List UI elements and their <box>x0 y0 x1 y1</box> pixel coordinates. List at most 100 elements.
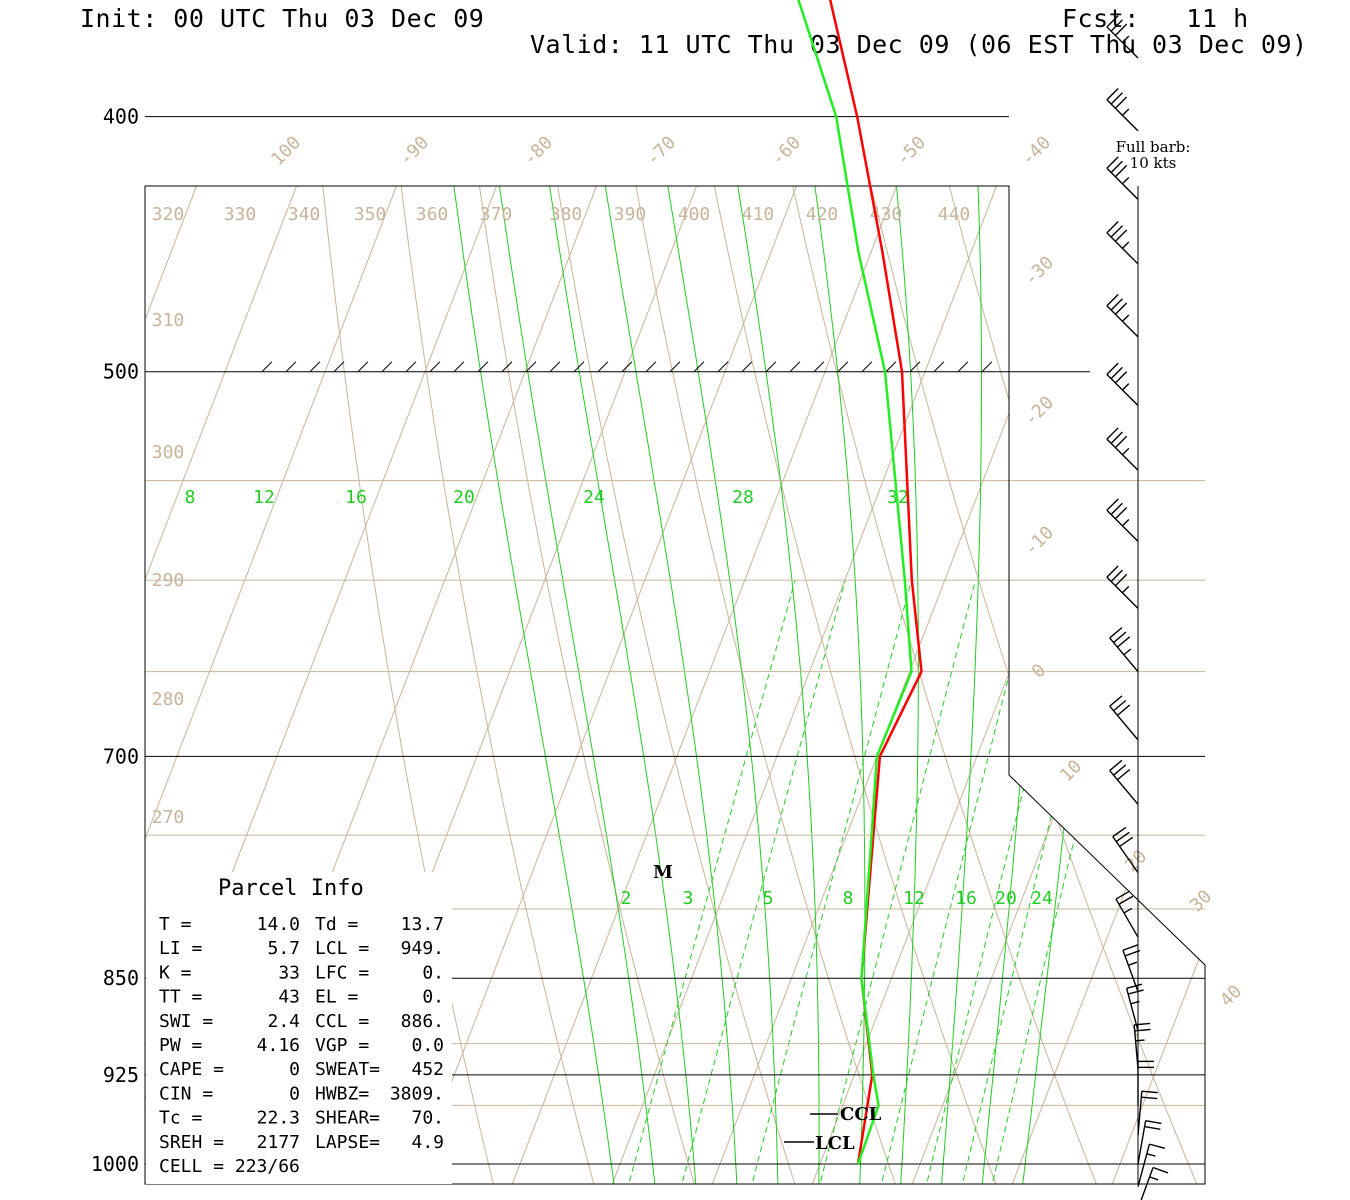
wind-barb <box>1137 1119 1162 1165</box>
wind-barb <box>1106 221 1139 265</box>
moist-adiabat-line <box>559 186 779 1184</box>
isotherm-label: 40 <box>1216 981 1246 1011</box>
isotherm-label: -50 <box>892 132 930 170</box>
mixing-ratio-line <box>810 579 976 1184</box>
parcel-info-rows: T = 14.0 Td = 13.7 LI = 5.7 LCL = 949. K = 33 LFC … <box>159 914 444 1177</box>
dry-adiabat-line <box>865 186 1205 1184</box>
moist-adiabat-line <box>620 186 820 1184</box>
wind-barb <box>1106 293 1139 338</box>
isotherm-line <box>145 186 1034 1184</box>
isotherm-label: -20 <box>1020 392 1058 430</box>
parcel-row-value: 452 <box>411 1059 444 1080</box>
hatch-mark <box>573 361 585 373</box>
mixing-ratio-label: 8 <box>843 888 854 909</box>
annotations: M CCL LCL <box>653 862 882 1154</box>
wind-barb <box>1106 87 1139 132</box>
moist-adiabat-line <box>419 186 659 1184</box>
dry-adiabat-line <box>1176 186 1205 1184</box>
theta-label: 350 <box>354 204 387 225</box>
parcel-row-value: 2177 <box>257 1132 300 1153</box>
wind-barb-column <box>1106 15 1169 1200</box>
valid-time: Valid: 11 UTC Thu 03 Dec 09 (06 EST Thu … <box>530 30 1308 59</box>
barb-legend: Full barb: 10 kts <box>1116 138 1191 172</box>
mixing-ratio-label: 16 <box>955 888 977 909</box>
parcel-row-value: 13.7 <box>401 914 444 935</box>
isotherm-label: -80 <box>519 132 557 170</box>
parcel-row-label: LFC = <box>315 962 369 983</box>
dry-adiabat-line <box>555 186 1010 1184</box>
moist-adiabat-line <box>692 186 866 1184</box>
parcel-row-label: HWBZ= <box>315 1083 369 1104</box>
moist-adiabat-line <box>978 186 1058 1184</box>
hatch-mark <box>309 361 321 373</box>
hatch-mark <box>381 361 393 373</box>
dewpoint-line <box>797 0 913 1165</box>
dry-adiabat-line <box>1229 0 1350 1200</box>
dry-adiabat-line <box>1333 0 1350 1200</box>
hatch-mark <box>477 361 489 373</box>
dry-adiabat-line <box>274 186 503 1184</box>
theta-label: 310 <box>152 310 185 331</box>
hatch-mark <box>765 361 777 373</box>
moist-adiabat-line <box>506 186 739 1184</box>
parcel-info-box: Parcel Info T = 14.0 Td = 13.7 LI = 5.7 LCL = 9… <box>146 872 452 1184</box>
moist-adiabat-label: 16 <box>345 487 367 508</box>
dry-adiabat-line <box>710 186 1205 1184</box>
hatch-mark <box>525 361 537 373</box>
isotherm-line <box>1098 186 1205 1184</box>
mixing-ratio-line <box>953 579 1110 1184</box>
isotherm-label: -60 <box>767 132 805 170</box>
isotherm-label: 20 <box>1121 846 1151 876</box>
parcel-row-label: CELL = 223/66 <box>159 1156 300 1177</box>
parcel-row-value: 0.0 <box>411 1035 444 1056</box>
frame-outline <box>144 185 1206 1185</box>
pressure-label: 400 <box>103 105 139 129</box>
theta-label: 410 <box>742 204 775 225</box>
mixing-ratio-label: 24 <box>1031 888 1053 909</box>
hatch-mark <box>261 361 273 373</box>
wind-barb <box>1109 695 1139 741</box>
wind-barb <box>1122 944 1141 992</box>
init-time: Init: 00 UTC Thu 03 Dec 09 <box>80 4 485 33</box>
theta-label: 300 <box>152 442 185 463</box>
hatch-mark <box>981 361 993 373</box>
wind-barb <box>1106 427 1139 471</box>
dry-adiabat-line <box>502 186 909 1184</box>
parcel-row-value: 886. <box>401 1011 444 1032</box>
hatch-mark <box>717 361 729 373</box>
dry-adiabat-line <box>1124 186 1205 1184</box>
moist-adiabat-line <box>778 186 919 1184</box>
max-wind-marker: M <box>653 862 673 883</box>
parcel-row-value: 3809. <box>390 1083 444 1104</box>
parcel-row-label: EL = <box>315 987 359 1008</box>
moist-adiabat-line <box>460 186 699 1184</box>
theta-label: 270 <box>152 807 185 828</box>
mixing-ratio-line <box>872 579 1034 1184</box>
moist-adiabat-label: 20 <box>453 487 475 508</box>
dry-adiabat-line <box>658 186 1205 1184</box>
moist-adiabat-line <box>881 186 982 1184</box>
mixing-ratio-line <box>742 579 912 1184</box>
hatch-mark <box>285 361 297 373</box>
hatch-mark <box>549 361 561 373</box>
mixing-ratio-label: 3 <box>683 888 694 909</box>
pressure-label: 700 <box>103 744 139 768</box>
parcel-row-value: 14.0 <box>257 914 300 935</box>
isotherm-label: -30 <box>1020 252 1058 290</box>
pressure-label: 850 <box>103 966 139 990</box>
parcel-row-label: LAPSE= <box>315 1132 380 1153</box>
parcel-row-value: 43 <box>278 987 300 1008</box>
wind-barb <box>1137 1143 1166 1187</box>
isotherm-label: -10 <box>1020 522 1058 560</box>
parcel-row-value: 4.9 <box>411 1132 444 1153</box>
wind-barb <box>1106 362 1139 407</box>
isotherm-line <box>998 186 1205 1184</box>
theta-label: 390 <box>614 204 647 225</box>
sounding-series <box>797 0 923 1165</box>
parcel-row-value: 949. <box>401 938 444 959</box>
isotherm-label: -70 <box>642 132 680 170</box>
hatch-mark <box>933 361 945 373</box>
wind-barb <box>1106 156 1139 200</box>
dry-adiabat-line <box>448 186 807 1184</box>
isotherm-line <box>398 186 1205 1184</box>
